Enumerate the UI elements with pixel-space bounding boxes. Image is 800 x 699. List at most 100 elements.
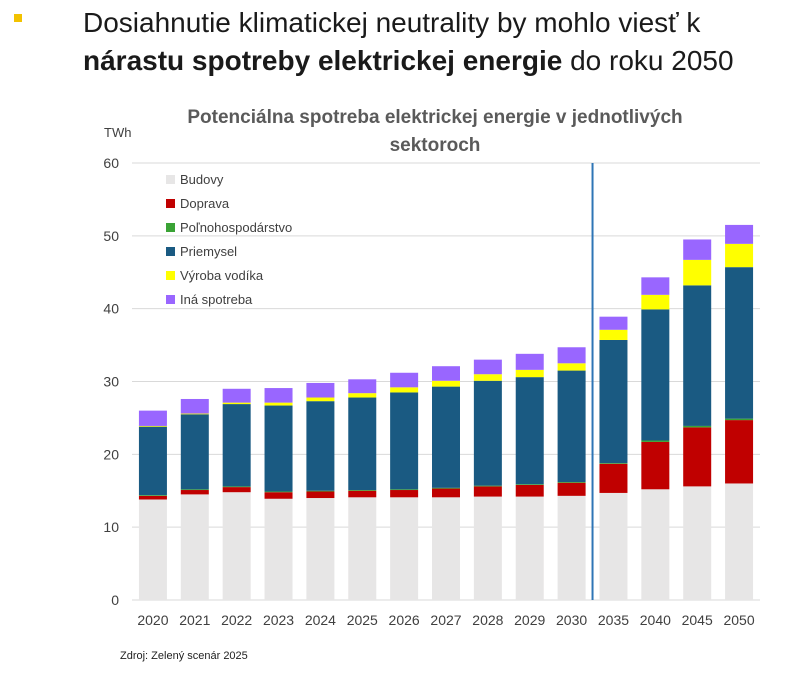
bar-segment-iná spotreba	[348, 379, 377, 394]
chart-title-line2: sektoroch	[389, 135, 481, 156]
y-tick-label: 30	[103, 374, 119, 390]
bar-segment-výroba vodíka	[138, 425, 167, 427]
x-tick-label: 2023	[263, 612, 294, 628]
bar-segment-výroba vodíka	[641, 294, 670, 310]
bar-segment-poľnohospodárstvo	[473, 485, 502, 487]
bullet-square-shape	[14, 14, 22, 22]
bar-segment-doprava	[138, 495, 167, 500]
bar-segment-iná spotreba	[432, 366, 460, 381]
legend-swatch	[166, 247, 175, 256]
bar-segment-výroba vodíka	[348, 393, 377, 398]
bar-segment-priemysel	[473, 380, 502, 486]
legend-label: Výroba vodíka	[180, 268, 264, 283]
bar-segment-iná spotreba	[222, 388, 251, 403]
bar-segment-doprava	[557, 482, 586, 496]
legend-label: Iná spotreba	[180, 292, 253, 307]
bar-segment-poľnohospodárstvo	[222, 486, 251, 488]
bar-segment-doprava	[641, 441, 670, 490]
bar-segment-doprava	[515, 484, 544, 497]
legend-swatch	[166, 175, 175, 184]
bar-segment-budovy	[473, 496, 502, 600]
bar-segment-iná spotreba	[599, 316, 628, 330]
bar-segment-budovy	[515, 496, 544, 600]
bar-segment-priemysel	[432, 386, 460, 488]
legend-swatch	[166, 199, 175, 208]
bar-segment-poľnohospodárstvo	[348, 490, 377, 491]
bar-segment-priemysel	[683, 285, 712, 426]
bar-segment-iná spotreba	[473, 359, 502, 375]
x-tick-label: 2029	[514, 612, 545, 628]
slide-title-part1: Dosiahnutie klimatickej neutrality by mo…	[83, 7, 701, 38]
bar-segment-doprava	[599, 463, 628, 493]
bar-segment-iná spotreba	[557, 347, 586, 364]
legend-label: Priemysel	[180, 244, 237, 259]
legend-label: Budovy	[180, 172, 224, 187]
slide-title-part2: do roku 2050	[562, 45, 734, 76]
bar-segment-priemysel	[138, 426, 167, 496]
bar-segment-poľnohospodárstvo	[180, 489, 209, 491]
bar-segment-priemysel	[390, 392, 419, 490]
chart-title: Potenciálna spotreba elektrickej energie…	[150, 104, 720, 160]
bar-segment-budovy	[264, 498, 293, 600]
legend-swatch	[166, 271, 175, 280]
chart-title-line1: Potenciálna spotreba elektrickej energie…	[187, 107, 683, 128]
bar-segment-výroba vodíka	[432, 380, 460, 387]
bar-segment-iná spotreba	[683, 239, 712, 260]
bar-segment-priemysel	[348, 397, 377, 491]
x-tick-label: 2050	[723, 612, 754, 628]
bar-segment-poľnohospodárstvo	[432, 487, 460, 489]
y-tick-label: 20	[103, 446, 119, 462]
legend-label: Poľnohospodárstvo	[180, 220, 292, 235]
bar-segment-doprava	[683, 427, 712, 487]
y-tick-label: 50	[103, 228, 119, 244]
bar-segment-budovy	[180, 494, 209, 600]
bullet-square-icon	[14, 14, 22, 22]
slide-title-bold: nárastu spotreby elektrickej energie	[83, 45, 563, 76]
legend-swatch	[166, 295, 175, 304]
x-tick-label: 2027	[430, 612, 461, 628]
bar-segment-priemysel	[264, 405, 293, 492]
bar-segment-priemysel	[641, 309, 670, 441]
bar-segment-poľnohospodárstvo	[641, 440, 670, 442]
x-tick-label: 2025	[347, 612, 378, 628]
x-tick-label: 2024	[305, 612, 336, 628]
x-tick-label: 2020	[137, 612, 168, 628]
bar-segment-budovy	[222, 492, 251, 600]
x-tick-label: 2028	[472, 612, 503, 628]
bar-segment-iná spotreba	[306, 382, 335, 398]
bar-segment-priemysel	[515, 377, 544, 485]
bar-segment-výroba vodíka	[306, 397, 335, 402]
bar-segment-výroba vodíka	[180, 413, 209, 415]
bar-segment-doprava	[306, 491, 335, 499]
bar-segment-poľnohospodárstvo	[599, 463, 628, 464]
x-tick-label: 2021	[179, 612, 210, 628]
bar-segment-iná spotreba	[138, 410, 167, 426]
bar-segment-poľnohospodárstvo	[138, 495, 167, 496]
bar-segment-budovy	[432, 497, 460, 600]
bar-segment-iná spotreba	[264, 388, 293, 403]
bar-segment-výroba vodíka	[473, 374, 502, 381]
source-note: Zdroj: Zelený scenár 2025	[120, 650, 248, 662]
legend-label: Doprava	[180, 196, 230, 211]
bar-segment-priemysel	[725, 267, 754, 419]
bar-segment-budovy	[557, 495, 586, 600]
bar-segment-priemysel	[222, 404, 251, 487]
legend-swatch	[166, 223, 175, 232]
bar-segment-priemysel	[599, 339, 628, 464]
bar-segment-poľnohospodárstvo	[557, 482, 586, 483]
bar-segment-doprava	[222, 487, 251, 493]
bar-segment-doprava	[725, 420, 754, 484]
bar-segment-výroba vodíka	[599, 329, 628, 340]
bar-segment-výroba vodíka	[725, 243, 754, 268]
bar-segment-iná spotreba	[725, 224, 754, 244]
bar-segment-doprava	[473, 486, 502, 497]
bar-segment-výroba vodíka	[390, 387, 419, 393]
bar-segment-budovy	[641, 489, 670, 600]
bar-segment-doprava	[390, 490, 419, 498]
y-tick-label: 0	[111, 592, 119, 608]
bar-segment-doprava	[180, 490, 209, 495]
x-tick-label: 2022	[221, 612, 252, 628]
x-tick-label: 2040	[640, 612, 671, 628]
bar-segment-výroba vodíka	[557, 363, 586, 371]
bar-segment-poľnohospodárstvo	[264, 491, 293, 493]
